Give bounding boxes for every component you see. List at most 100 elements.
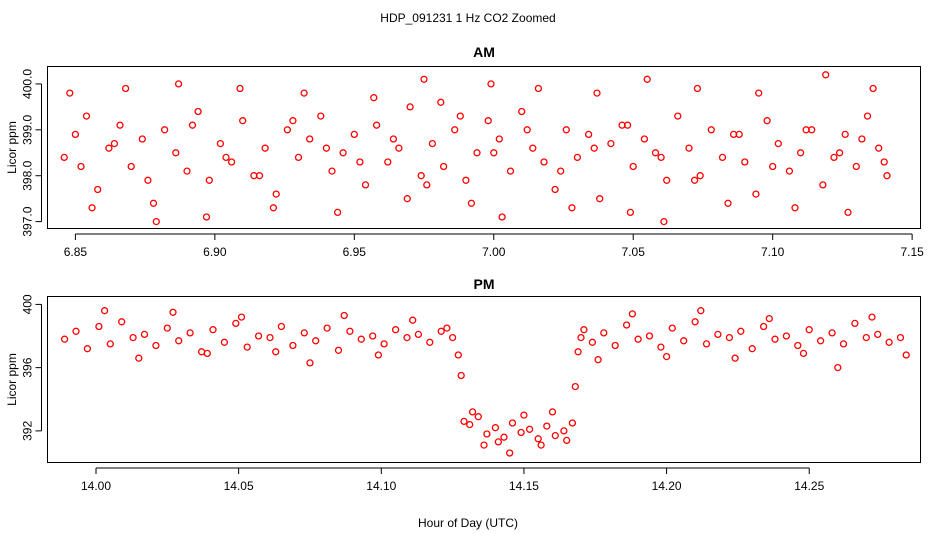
data-point: [534, 84, 543, 93]
panel-am: AM Licor ppm 6.85 6.90 6.95 7.00 7.05 7.10 7.1…: [5, 44, 924, 259]
data-point: [216, 139, 225, 148]
data-point: [94, 185, 102, 194]
data-point: [454, 351, 462, 359]
data-point: [799, 349, 808, 358]
data-point: [584, 130, 593, 139]
data-point: [626, 208, 635, 217]
data-point: [724, 199, 732, 207]
data-point: [60, 153, 68, 162]
data-point: [306, 359, 314, 367]
data-point: [874, 330, 882, 339]
data-point: [380, 340, 388, 348]
data-point: [138, 135, 146, 143]
data-point: [805, 326, 813, 334]
data-point: [370, 94, 378, 102]
data-point: [300, 89, 308, 97]
panel-pm-frame: [47, 296, 921, 463]
data-point: [183, 167, 191, 175]
data-point: [852, 162, 860, 171]
data-point: [289, 341, 297, 350]
data-point: [317, 112, 325, 120]
data-point: [596, 195, 604, 203]
data-point: [457, 371, 465, 380]
data-point: [255, 172, 264, 180]
data-point: [403, 333, 411, 342]
data-point: [283, 126, 292, 134]
data-point: [593, 89, 601, 97]
data-point: [339, 149, 347, 157]
panel-am-points: [60, 71, 891, 226]
data-point: [674, 112, 682, 120]
data-point: [127, 162, 135, 171]
data-point: [420, 75, 428, 83]
x-tick-label: 14.15: [509, 479, 539, 493]
data-point: [487, 80, 495, 88]
panel-pm-points: [60, 307, 910, 457]
x-tick-label: 7.10: [761, 245, 785, 259]
data-point: [312, 337, 320, 345]
data-point: [356, 158, 364, 166]
data-point: [118, 318, 126, 326]
data-point: [600, 329, 608, 337]
data-point: [696, 172, 704, 180]
data-point: [693, 84, 702, 93]
data-point: [580, 326, 588, 334]
data-point: [172, 149, 180, 157]
data-point: [163, 324, 171, 332]
panel-am-frame: [47, 66, 921, 229]
data-point: [152, 217, 160, 226]
data-point: [451, 126, 459, 134]
data-point: [868, 313, 876, 321]
data-point: [277, 322, 286, 331]
data-point: [835, 149, 844, 157]
data-point: [707, 126, 715, 134]
data-point: [209, 326, 217, 334]
data-point: [300, 329, 308, 337]
y-tick-label: 397.0: [21, 206, 35, 236]
data-point: [839, 340, 848, 348]
data-point: [769, 162, 777, 171]
x-tick-label: 7.15: [900, 245, 924, 259]
data-point: [851, 319, 859, 328]
data-point: [645, 332, 654, 340]
panel-am-ylabel: Licor ppm: [5, 121, 19, 174]
data-point: [802, 126, 810, 134]
data-point: [577, 333, 585, 342]
data-point: [663, 176, 671, 184]
data-point: [495, 135, 503, 143]
data-point: [498, 213, 506, 221]
data-point: [494, 438, 502, 446]
data-point: [506, 167, 515, 175]
x-tick-label: 6.85: [64, 245, 88, 259]
data-point: [668, 324, 676, 332]
data-point: [361, 181, 370, 189]
data-point: [72, 327, 80, 335]
data-point: [439, 162, 448, 171]
data-point: [222, 153, 230, 162]
data-point: [568, 204, 576, 212]
data-point: [372, 121, 381, 129]
data-point: [725, 333, 734, 342]
data-point: [508, 419, 517, 427]
data-point: [188, 121, 197, 129]
y-tick-label: 396: [21, 357, 35, 377]
data-point: [237, 313, 246, 321]
data-point: [529, 144, 537, 152]
data-point: [236, 84, 244, 93]
x-tick-label: 14.25: [794, 479, 824, 493]
data-point: [841, 130, 849, 139]
data-point: [105, 144, 113, 152]
y-tick-label: 398.0: [21, 160, 35, 190]
data-point: [266, 333, 274, 342]
data-point: [560, 427, 568, 435]
data-point: [491, 424, 500, 432]
data-point: [426, 338, 434, 346]
data-point: [791, 204, 799, 212]
data-point: [414, 330, 423, 339]
data-point: [863, 112, 872, 120]
data-point: [525, 425, 534, 433]
data-point: [169, 308, 177, 316]
data-point: [883, 172, 891, 180]
data-point: [830, 153, 838, 162]
